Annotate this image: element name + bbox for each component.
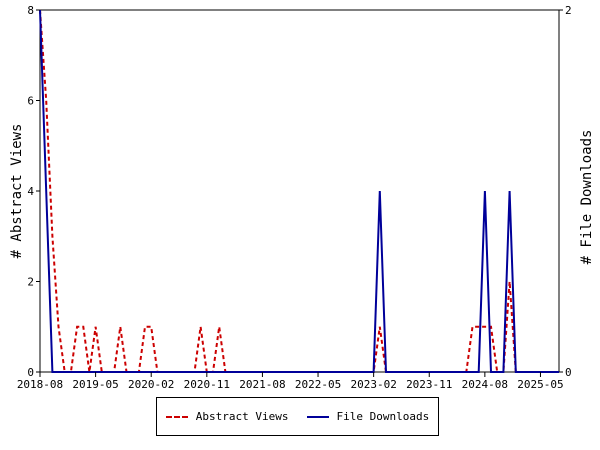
legend-item-file-downloads: File Downloads — [306, 410, 430, 423]
series-line-file-downloads — [39, 9, 559, 373]
x-tick-label: 2018-08 — [17, 378, 63, 391]
series-layer — [39, 9, 559, 373]
y2-tick-label: 0 — [565, 366, 572, 379]
x-tick-label: 2023-02 — [350, 378, 396, 391]
legend-label-abstract-views: Abstract Views — [195, 410, 289, 423]
x-tick-label: 2025-05 — [517, 378, 563, 391]
legend-item-abstract-views: Abstract Views — [165, 410, 289, 423]
legend-swatch-file-downloads — [306, 415, 329, 418]
legend-label-file-downloads: File Downloads — [336, 410, 430, 423]
y-tick-label: 2 — [27, 276, 34, 289]
legend-swatch-abstract-views — [165, 415, 188, 418]
x-tick-label: 2020-02 — [128, 378, 174, 391]
x-tick-label: 2019-05 — [72, 378, 118, 391]
y-axis-right: 02 — [559, 4, 572, 379]
x-tick-label: 2023-11 — [406, 378, 452, 391]
legend: Abstract Views File Downloads — [156, 397, 439, 436]
y-tick-label: 0 — [27, 366, 34, 379]
y-tick-label: 6 — [27, 95, 34, 108]
x-tick-label: 2022-05 — [295, 378, 341, 391]
plot-area — [39, 9, 560, 373]
y-axis-left: 0 2 4 6 8 — [27, 4, 40, 379]
x-tick-label: 2021-08 — [239, 378, 285, 391]
y2-tick-label: 2 — [565, 4, 572, 17]
x-axis: 2018-08 2019-05 2020-02 2020-11 2021-08 2022-… — [17, 372, 564, 391]
x-tick-label: 2024-08 — [462, 378, 508, 391]
y-tick-label: 8 — [27, 4, 34, 17]
x-tick-label: 2020-11 — [184, 378, 230, 391]
y-tick-label: 4 — [27, 185, 34, 198]
y2-axis-title: # File Downloads — [579, 130, 595, 265]
y-axis-title: # Abstract Views — [9, 124, 25, 259]
